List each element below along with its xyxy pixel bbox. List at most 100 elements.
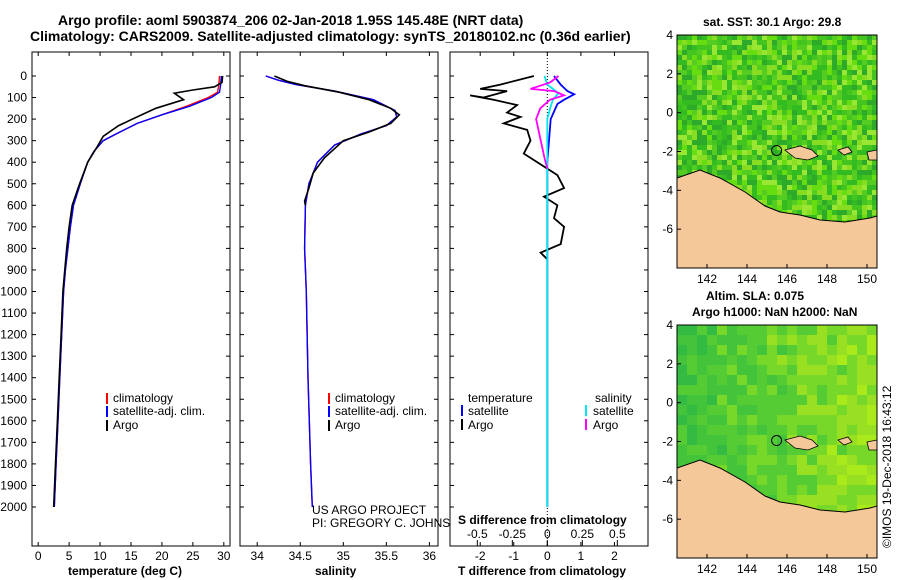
map-cell	[677, 375, 687, 385]
map-cell	[712, 150, 717, 155]
legend-climatology: climatology	[113, 391, 173, 405]
map-cell	[827, 335, 837, 345]
map-x-tick-label: 146	[777, 272, 797, 286]
map-cell	[737, 325, 747, 335]
map-cell	[727, 95, 732, 100]
map-cell	[762, 155, 767, 160]
map-cell	[717, 60, 722, 65]
map-cell	[737, 425, 747, 435]
map-cell	[847, 475, 857, 485]
map-cell	[677, 160, 682, 165]
map-cell	[742, 150, 747, 155]
map-cell	[757, 135, 762, 140]
map-cell	[842, 100, 847, 105]
map-cell	[852, 35, 857, 40]
map-cell	[722, 165, 727, 170]
map-cell	[842, 190, 847, 195]
map-cell	[857, 160, 862, 165]
map-cell	[787, 45, 792, 50]
map-cell	[807, 325, 817, 335]
map-cell	[702, 55, 707, 60]
map-cell	[797, 35, 802, 40]
map-cell	[727, 135, 732, 140]
map-cell	[832, 120, 837, 125]
map-cell	[807, 110, 812, 115]
map-cell	[747, 40, 752, 45]
map-cell	[812, 160, 817, 165]
map-cell	[757, 85, 762, 90]
map-cell	[702, 75, 707, 80]
map-cell	[677, 75, 682, 80]
map-cell	[847, 160, 852, 165]
map-cell	[777, 55, 782, 60]
map-cell	[847, 155, 852, 160]
map-cell	[727, 365, 737, 375]
map-cell	[757, 120, 762, 125]
map-cell	[832, 75, 837, 80]
map-cell	[762, 60, 767, 65]
map-cell	[767, 385, 777, 395]
map-cell	[807, 60, 812, 65]
map-cell	[727, 120, 732, 125]
map-cell	[837, 365, 847, 375]
map-cell	[777, 395, 787, 405]
map-cell	[707, 55, 712, 60]
map-cell	[677, 415, 687, 425]
map-cell	[822, 60, 827, 65]
map-cell	[722, 150, 727, 155]
map-cell	[747, 385, 757, 395]
map-cell	[817, 435, 827, 445]
map-cell	[867, 80, 872, 85]
map-cell	[712, 85, 717, 90]
map-cell	[682, 170, 687, 175]
map-cell	[842, 65, 847, 70]
map-y-tick-label: -2	[662, 145, 673, 159]
map-cell	[712, 165, 717, 170]
map-cell	[767, 55, 772, 60]
map-cell	[717, 55, 722, 60]
map-cell	[722, 90, 727, 95]
map-cell	[752, 100, 757, 105]
map-cell	[742, 50, 747, 55]
map-cell	[717, 165, 722, 170]
map-cell	[677, 90, 682, 95]
map-cell	[827, 130, 832, 135]
map-cell	[837, 95, 842, 100]
map-cell	[757, 45, 762, 50]
map-cell	[762, 75, 767, 80]
map-cell	[872, 205, 877, 210]
map-cell	[802, 125, 807, 130]
map-cell	[862, 80, 867, 85]
map-cell	[832, 140, 837, 145]
map-cell	[867, 130, 872, 135]
map-cell	[852, 185, 857, 190]
map-cell	[787, 35, 792, 40]
legend-swatch-satellite	[106, 406, 108, 417]
map-cell	[827, 165, 832, 170]
map-cell	[787, 125, 792, 130]
map-cell	[747, 65, 752, 70]
map-cell	[827, 185, 832, 190]
map-cell	[797, 415, 807, 425]
map-cell	[857, 95, 862, 100]
map-cell	[872, 35, 877, 40]
map-cell	[692, 145, 697, 150]
map-cell	[677, 425, 687, 435]
map-cell	[802, 55, 807, 60]
map-cell	[842, 170, 847, 175]
map-cell	[822, 215, 827, 220]
map-cell	[767, 175, 772, 180]
map-cell	[697, 325, 707, 335]
map-cell	[802, 90, 807, 95]
map-cell	[787, 160, 792, 165]
map-cell	[842, 140, 847, 145]
map-cell	[712, 35, 717, 40]
map-cell	[867, 415, 877, 425]
map-y-tick-label: -4	[662, 473, 673, 487]
map-cell	[697, 355, 707, 365]
map-cell	[777, 355, 787, 365]
map-cell	[697, 75, 702, 80]
map-cell	[837, 90, 842, 95]
map-cell	[722, 70, 727, 75]
map-cell	[857, 70, 862, 75]
